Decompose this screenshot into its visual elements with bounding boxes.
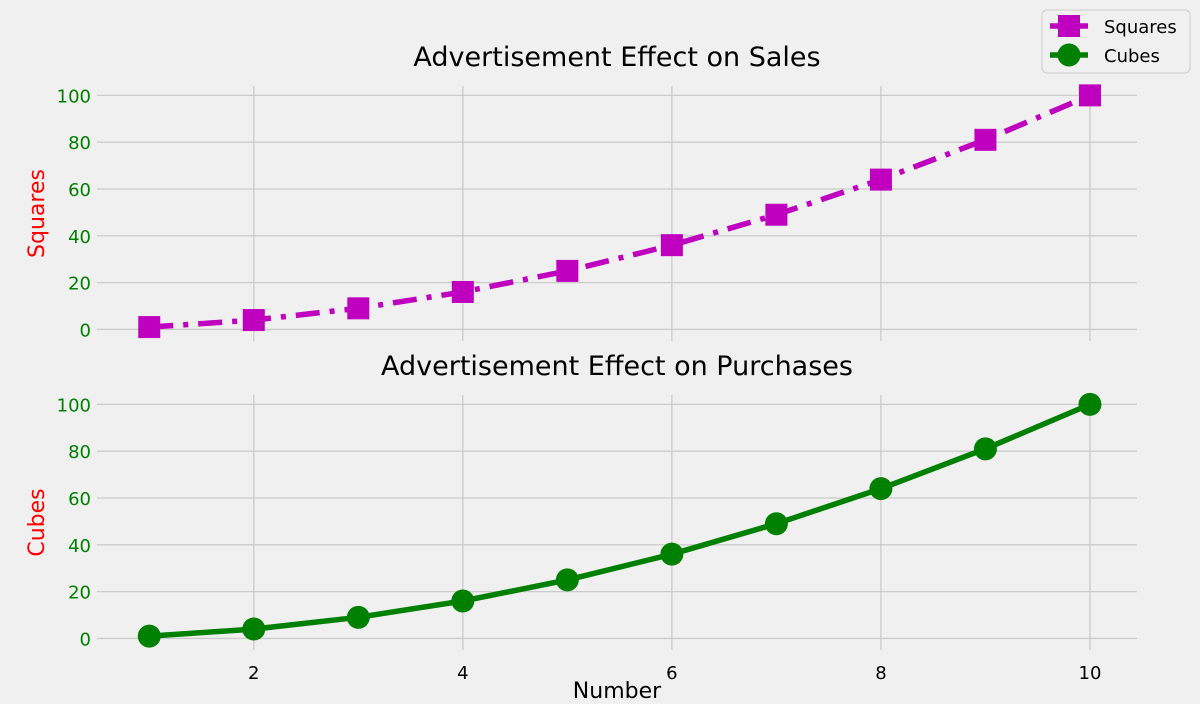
legend-square-marker bbox=[1058, 15, 1080, 37]
y-tick-label: 100 bbox=[57, 395, 91, 416]
y-tick-label: 20 bbox=[68, 274, 91, 295]
data-point bbox=[660, 234, 683, 257]
x-tick-label: 10 bbox=[1079, 663, 1102, 684]
chart-title: Advertisement Effect on Sales bbox=[413, 42, 820, 73]
y-axis-label: Squares bbox=[25, 169, 50, 258]
data-point bbox=[973, 437, 997, 461]
data-point bbox=[1078, 84, 1101, 107]
series-line-squares bbox=[149, 92, 1092, 330]
data-point bbox=[138, 316, 161, 339]
x-tick-label: 8 bbox=[875, 663, 886, 684]
series-line-cubes bbox=[149, 401, 1092, 639]
y-tick-label: 40 bbox=[68, 227, 91, 248]
data-point bbox=[137, 624, 161, 648]
data-point bbox=[555, 568, 579, 592]
x-tick-label: 6 bbox=[666, 663, 677, 684]
y-tick-label: 40 bbox=[68, 536, 91, 557]
data-point bbox=[451, 589, 475, 613]
data-point bbox=[1078, 392, 1102, 416]
legend-circle-marker bbox=[1057, 43, 1081, 67]
y-tick-label: 0 bbox=[80, 320, 91, 341]
data-point bbox=[451, 280, 474, 303]
data-point bbox=[974, 128, 997, 151]
y-tick-label: 0 bbox=[80, 629, 91, 650]
data-point bbox=[764, 512, 788, 536]
y-tick-label: 80 bbox=[68, 442, 91, 463]
data-point bbox=[869, 168, 892, 191]
data-point bbox=[242, 617, 266, 641]
data-point bbox=[765, 203, 788, 226]
x-tick-label: 4 bbox=[457, 663, 468, 684]
y-tick-label: 60 bbox=[68, 180, 91, 201]
y-tick-label: 100 bbox=[57, 86, 91, 107]
data-point bbox=[242, 309, 265, 332]
y-axis-label: Cubes bbox=[25, 488, 50, 556]
y-tick-label: 80 bbox=[68, 133, 91, 154]
data-point bbox=[869, 477, 893, 501]
legend-label: Squares bbox=[1104, 17, 1177, 38]
data-point bbox=[556, 259, 579, 282]
x-tick-label: 2 bbox=[248, 663, 259, 684]
y-tick-label: 20 bbox=[68, 583, 91, 604]
chart-title: Advertisement Effect on Purchases bbox=[381, 351, 853, 382]
data-point bbox=[346, 605, 370, 629]
legend-label: Cubes bbox=[1104, 46, 1160, 67]
x-axis-label: Number bbox=[573, 679, 662, 700]
data-point bbox=[347, 297, 370, 320]
y-tick-label: 60 bbox=[68, 489, 91, 510]
data-point bbox=[660, 542, 684, 566]
